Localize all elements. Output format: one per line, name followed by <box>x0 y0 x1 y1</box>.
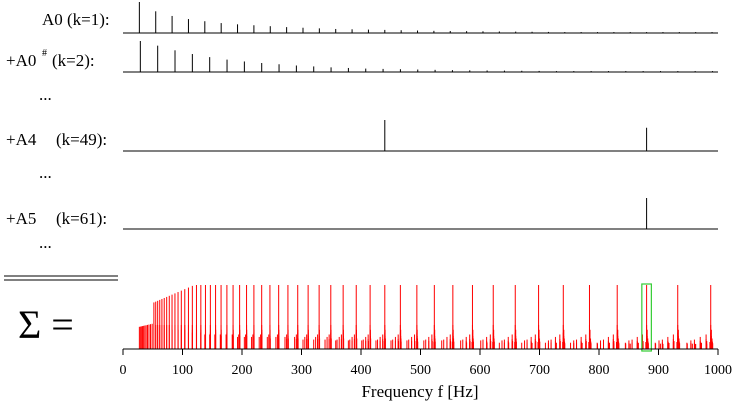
row-4-note: +A5 <box>6 209 36 228</box>
ellipsis-1: ... <box>39 85 52 104</box>
row-4-k: (k=61): <box>56 209 107 228</box>
x-tick-label: 500 <box>410 363 431 378</box>
ellipsis-2: ... <box>39 163 52 182</box>
x-ticks: 0 100 200 300 400 500 600 700 800 900 1000 <box>120 349 732 378</box>
row-spectra <box>138 2 714 229</box>
row-labels: A0 (k=1): +A0 # (k=2): ... +A4 (k=49): .… <box>6 10 110 252</box>
x-tick-label: 100 <box>172 363 193 378</box>
x-tick-label: 1000 <box>704 363 732 378</box>
x-axis-label: Frequency f [Hz] <box>361 382 478 401</box>
row-2-sharp: # <box>42 48 47 59</box>
sum-spectrum <box>138 285 714 349</box>
x-tick-label: 0 <box>120 363 127 378</box>
x-tick-label: 600 <box>470 363 491 378</box>
x-tick-label: 300 <box>291 363 312 378</box>
row-2-k: (k=2): <box>52 51 95 70</box>
row-1-note: A0 <box>42 10 63 29</box>
x-tick-label: 700 <box>529 363 550 378</box>
x-tick-label: 900 <box>648 363 669 378</box>
sum-label: Σ = <box>18 302 74 347</box>
row-3-note: +A4 <box>6 130 37 149</box>
x-tick-label: 400 <box>351 363 372 378</box>
x-tick-label: 800 <box>589 363 610 378</box>
highlight-box <box>641 283 652 352</box>
x-tick-label: 200 <box>232 363 253 378</box>
row-1-k: (k=1): <box>67 10 110 29</box>
row-3-k: (k=49): <box>56 130 107 149</box>
ellipsis-3: ... <box>39 233 52 252</box>
row-2-note: +A0 <box>6 51 36 70</box>
